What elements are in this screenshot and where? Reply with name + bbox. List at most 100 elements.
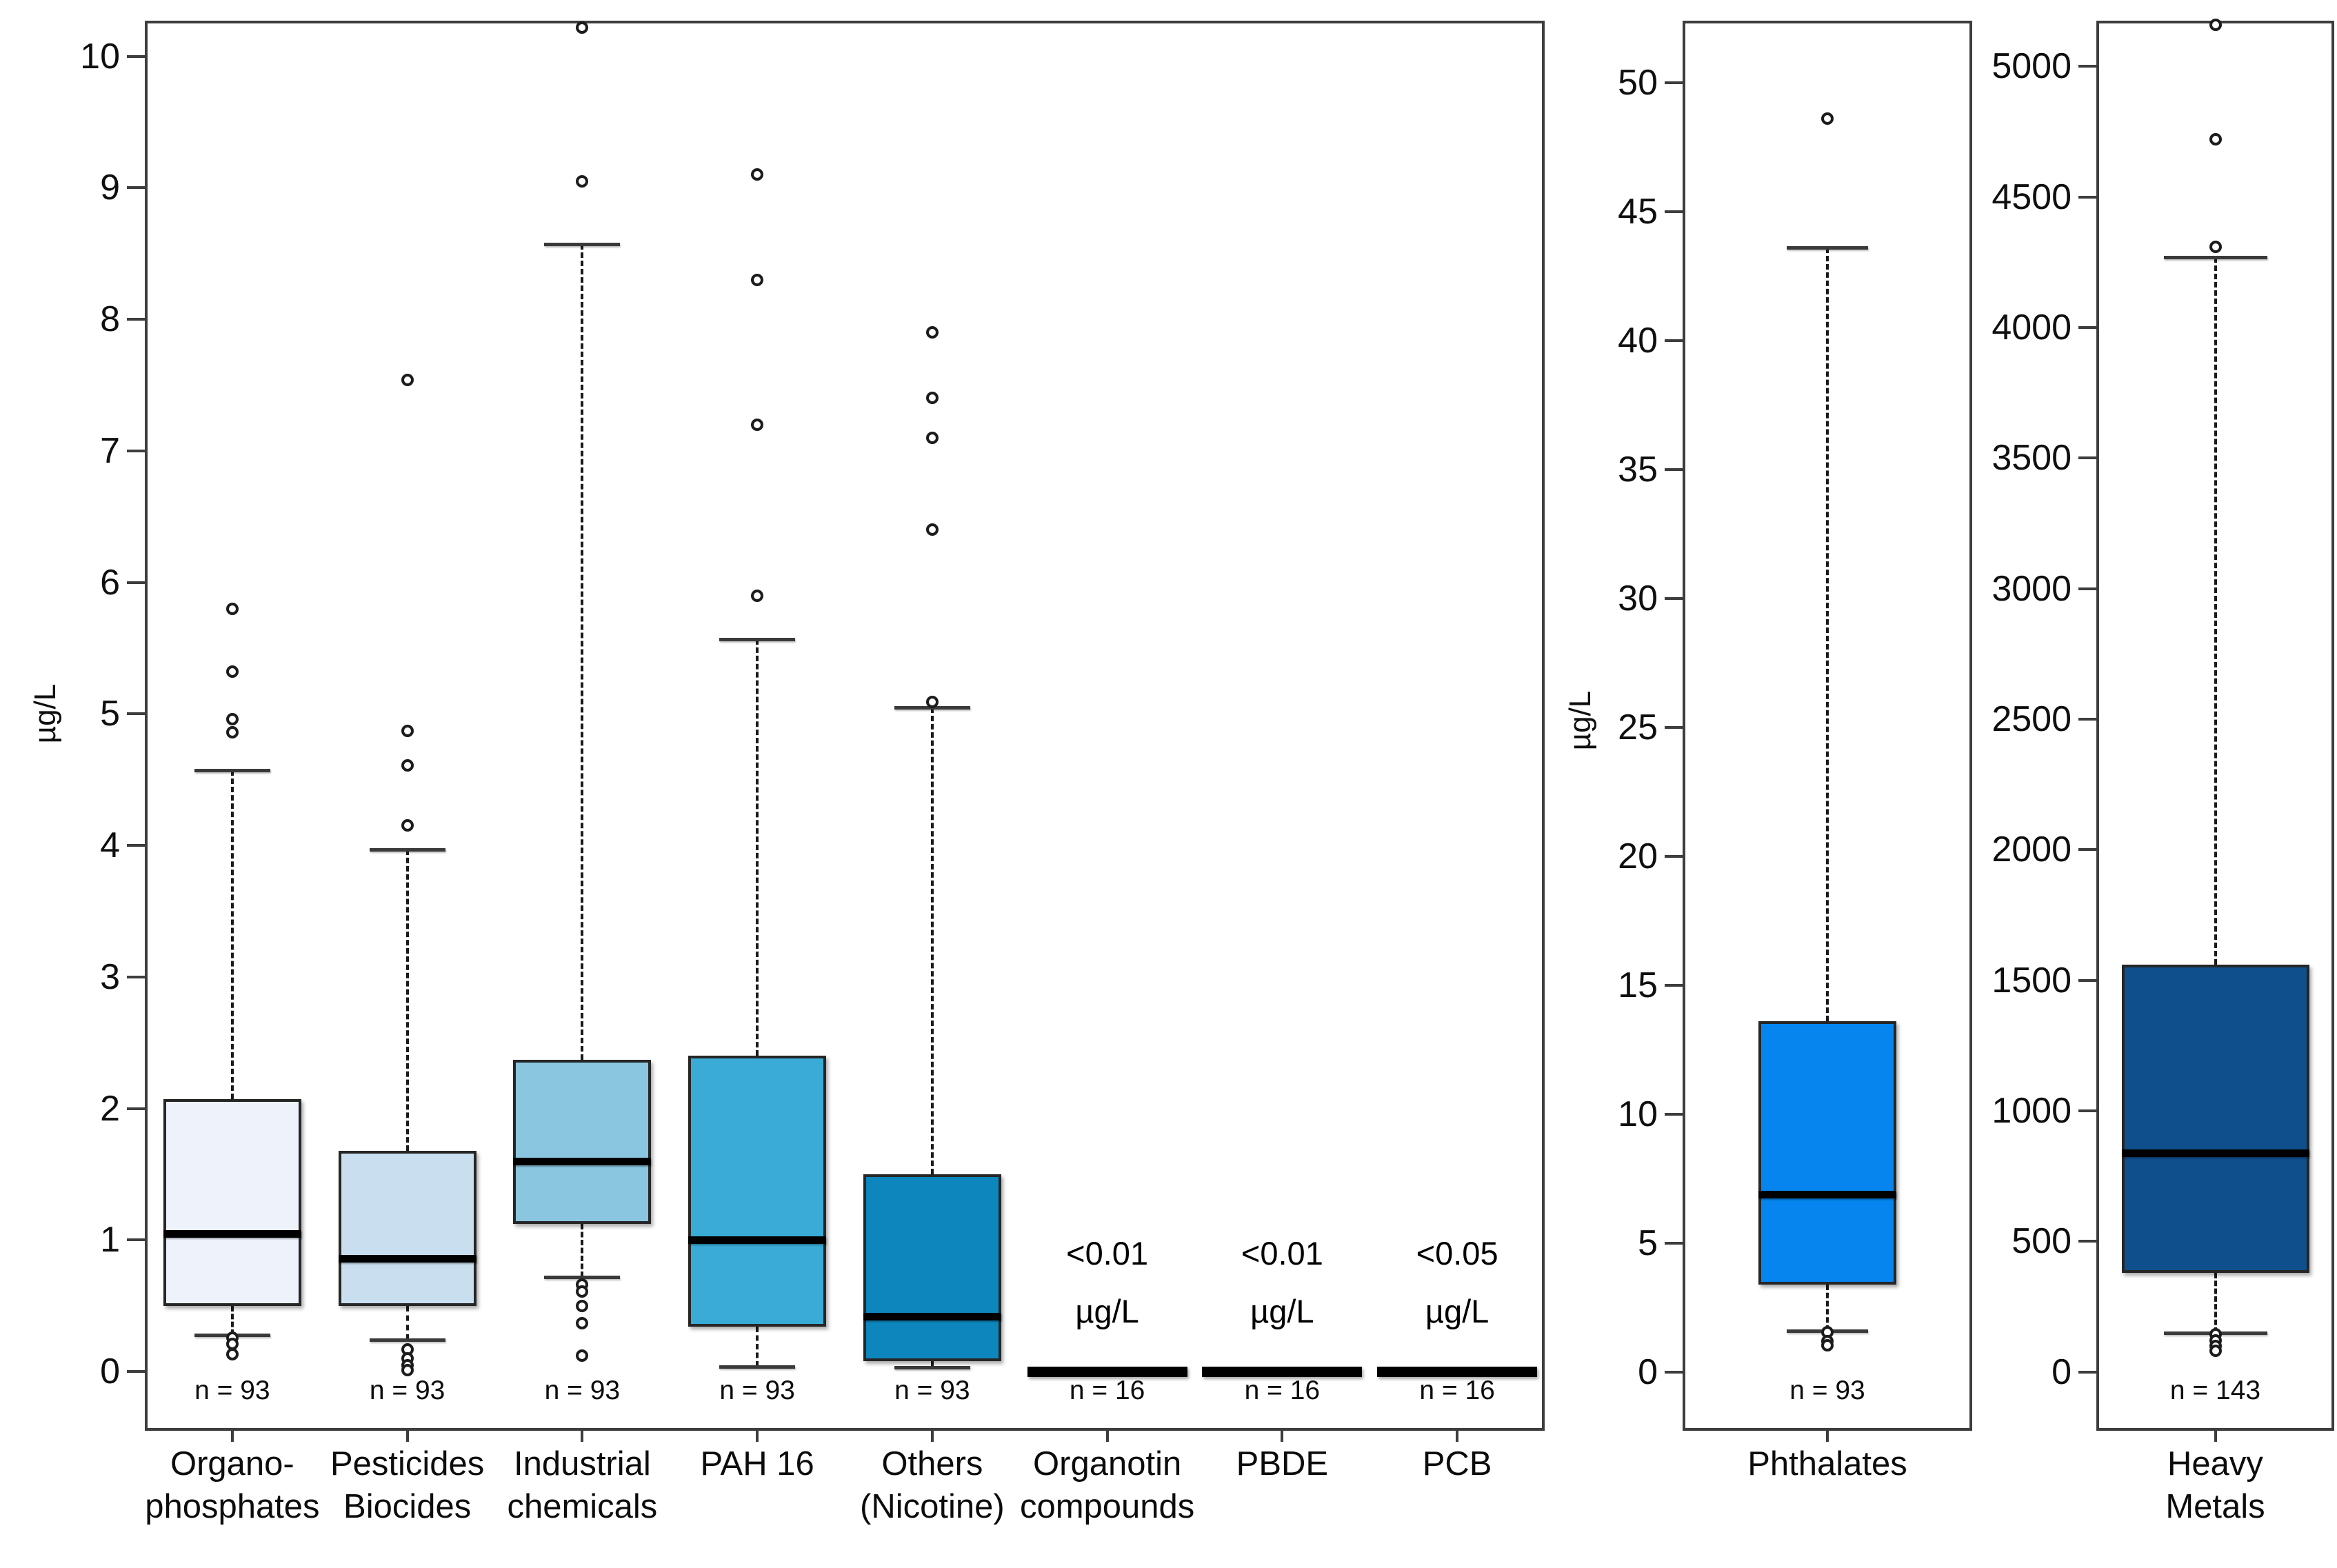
category-label: Heavy bbox=[2167, 1445, 2263, 1482]
upper-whisker-cap bbox=[2163, 255, 2267, 259]
y-axis-tick bbox=[127, 844, 145, 847]
lower-whisker bbox=[1826, 1284, 1829, 1331]
plot-frame bbox=[145, 21, 1545, 1431]
outlier-point bbox=[751, 418, 764, 431]
y-axis-tick-label: 1 bbox=[100, 1220, 120, 1260]
y-axis-tick-label: 50 bbox=[1618, 62, 1658, 103]
y-axis-tick-label: 7 bbox=[100, 430, 120, 471]
y-axis-tick-label: 5000 bbox=[1992, 46, 2072, 87]
lower-whisker-cap bbox=[719, 1365, 796, 1369]
y-axis-tick-label: 5 bbox=[1638, 1223, 1658, 1264]
y-axis-tick-label: 3000 bbox=[1992, 568, 2072, 609]
upper-whisker bbox=[230, 770, 234, 1100]
upper-whisker-cap bbox=[719, 637, 796, 641]
y-axis-tick-label: 40 bbox=[1618, 320, 1658, 361]
outlier-point bbox=[2209, 240, 2222, 253]
x-axis-tick bbox=[230, 1431, 234, 1442]
outlier-point bbox=[576, 1316, 589, 1329]
category-label: Organo- bbox=[170, 1445, 294, 1482]
y-axis-tick-label: 6 bbox=[100, 562, 120, 603]
category-label: Biocides bbox=[343, 1488, 472, 1525]
y-axis-tick bbox=[2078, 195, 2096, 199]
median-line bbox=[2121, 1149, 2309, 1157]
lower-whisker-cap bbox=[544, 1275, 621, 1279]
median-line bbox=[513, 1157, 652, 1165]
sample-size-label: n = 143 bbox=[2169, 1376, 2261, 1405]
y-axis-tick-label: 10 bbox=[1618, 1094, 1658, 1135]
outlier-point bbox=[925, 523, 939, 536]
y-axis-tick-label: 2000 bbox=[1992, 830, 2072, 870]
sample-size-label: n = 93 bbox=[369, 1376, 445, 1405]
lower-whisker bbox=[581, 1224, 584, 1277]
iqr-box bbox=[338, 1150, 477, 1306]
iqr-box bbox=[163, 1099, 301, 1306]
y-axis-tick-label: 1500 bbox=[1992, 960, 2072, 1001]
y-axis-tick-label: 1000 bbox=[1992, 1091, 2072, 1132]
category-label: Metals bbox=[2165, 1488, 2265, 1525]
category-label: Pesticides bbox=[330, 1445, 485, 1482]
censored-zero-bar bbox=[1202, 1367, 1363, 1377]
censored-value-label: <0.01 bbox=[1241, 1235, 1323, 1272]
y-axis-tick bbox=[2078, 1109, 2096, 1113]
outlier-point bbox=[401, 1364, 414, 1377]
outlier-point bbox=[576, 174, 589, 188]
outlier-point bbox=[925, 431, 939, 444]
x-axis-tick bbox=[1105, 1431, 1109, 1442]
censored-zero-bar bbox=[1377, 1367, 1538, 1377]
censored-zero-bar bbox=[1027, 1367, 1187, 1377]
sample-size-label: n = 16 bbox=[1244, 1376, 1321, 1405]
category-label: phosphates bbox=[145, 1488, 320, 1525]
outlier-point bbox=[576, 1299, 589, 1312]
outlier-point bbox=[751, 168, 764, 181]
y-axis-tick-label: 20 bbox=[1618, 836, 1658, 876]
upper-whisker bbox=[756, 639, 759, 1056]
y-axis-tick-label: 9 bbox=[100, 168, 120, 208]
outlier-point bbox=[401, 725, 414, 738]
y-axis-tick bbox=[127, 186, 145, 190]
x-axis-tick bbox=[2214, 1431, 2217, 1442]
category-label: Industrial bbox=[513, 1445, 651, 1482]
plot-frame bbox=[1683, 21, 1972, 1431]
y-axis-tick bbox=[2078, 65, 2096, 68]
outlier-point bbox=[401, 758, 414, 772]
y-axis-tick bbox=[2078, 456, 2096, 460]
iqr-box bbox=[688, 1056, 827, 1327]
iqr-box bbox=[513, 1060, 652, 1225]
outlier-point bbox=[2209, 1345, 2222, 1358]
category-label: Others bbox=[881, 1445, 983, 1482]
iqr-box bbox=[1758, 1021, 1896, 1285]
outlier-point bbox=[225, 712, 239, 725]
outlier-point bbox=[576, 1349, 589, 1363]
y-axis-tick-label: 25 bbox=[1618, 707, 1658, 747]
category-label: PAH 16 bbox=[700, 1445, 814, 1482]
sample-size-label: n = 93 bbox=[544, 1376, 621, 1405]
x-axis-tick bbox=[930, 1431, 934, 1442]
median-line bbox=[1758, 1190, 1896, 1198]
y-axis-tick-label: 30 bbox=[1618, 578, 1658, 619]
lower-whisker bbox=[230, 1305, 234, 1335]
outlier-point bbox=[925, 326, 939, 339]
x-axis-tick bbox=[581, 1431, 584, 1442]
y-axis-tick-label: 0 bbox=[2052, 1351, 2072, 1392]
outlier-point bbox=[576, 21, 589, 34]
y-axis-tick bbox=[2078, 325, 2096, 329]
outlier-point bbox=[576, 1285, 589, 1298]
sample-size-label: n = 16 bbox=[1069, 1376, 1145, 1405]
lower-whisker bbox=[930, 1360, 934, 1368]
y-axis-tick bbox=[1665, 596, 1683, 600]
y-axis-tick bbox=[2078, 978, 2096, 982]
outlier-point bbox=[925, 392, 939, 405]
category-label: chemicals bbox=[507, 1488, 658, 1525]
y-axis-tick bbox=[1665, 1113, 1683, 1116]
outlier-point bbox=[401, 819, 414, 832]
x-axis-tick bbox=[756, 1431, 759, 1442]
y-axis-tick bbox=[1665, 210, 1683, 213]
median-line bbox=[688, 1236, 827, 1245]
y-axis-tick-label: 8 bbox=[100, 299, 120, 340]
y-axis-tick-label: 15 bbox=[1618, 965, 1658, 1005]
upper-whisker bbox=[581, 244, 584, 1061]
y-axis-tick bbox=[1665, 854, 1683, 858]
x-axis-tick bbox=[1456, 1431, 1459, 1442]
